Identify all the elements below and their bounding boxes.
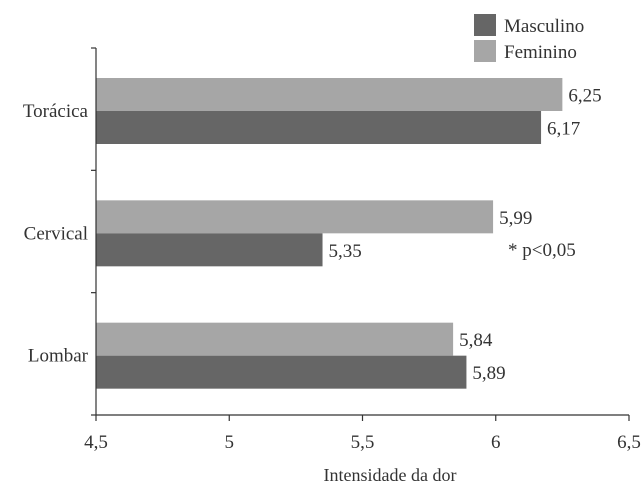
bar-masculino-cervical <box>96 233 323 267</box>
bar-feminino-lombar <box>96 322 454 356</box>
data-label-feminino-cervical: 5,99 <box>499 208 532 229</box>
category-label-toracica: Torácica <box>23 101 89 122</box>
bar-feminino-cervical <box>96 200 494 234</box>
bar-feminino-toracica <box>96 78 563 111</box>
legend-label-feminino: Feminino <box>504 42 577 63</box>
x-tick-label: 6,5 <box>617 432 641 453</box>
legend-swatch-feminino <box>474 40 496 62</box>
legend: Masculino Feminino <box>474 14 584 63</box>
data-label-masculino-lombar: 5,89 <box>472 363 505 384</box>
category-label-cervical: Cervical <box>24 223 88 244</box>
x-tick-label: 4,5 <box>84 432 108 453</box>
bar-masculino-toracica <box>96 111 542 144</box>
legend-swatch-masculino <box>474 14 496 36</box>
data-label-masculino-toracica: 6,17 <box>547 119 580 140</box>
data-label-masculino-cervical: 5,35 <box>329 241 362 262</box>
category-labels-layer: Torácica Cervical Lombar <box>23 101 89 367</box>
category-label-lombar: Lombar <box>28 346 89 367</box>
significance-annotation: * p<0,05 <box>508 240 576 261</box>
legend-label-masculino: Masculino <box>504 16 584 37</box>
bars-layer <box>96 78 563 389</box>
x-ticks-layer: 4,5 5 5,5 6 6,5 <box>84 415 641 453</box>
bar-masculino-lombar <box>96 355 467 389</box>
x-tick-label: 5,5 <box>351 432 375 453</box>
x-tick-label: 6 <box>491 432 501 453</box>
data-label-feminino-toracica: 6,25 <box>568 86 601 107</box>
x-axis-title: Intensidade da dor <box>324 465 457 485</box>
y-ticks-layer <box>91 47 96 416</box>
value-labels-layer: 6,25 6,17 5,99 5,35 5,84 5,89 <box>329 86 602 385</box>
x-tick-label: 5 <box>225 432 235 453</box>
data-label-feminino-lombar: 5,84 <box>459 330 493 351</box>
